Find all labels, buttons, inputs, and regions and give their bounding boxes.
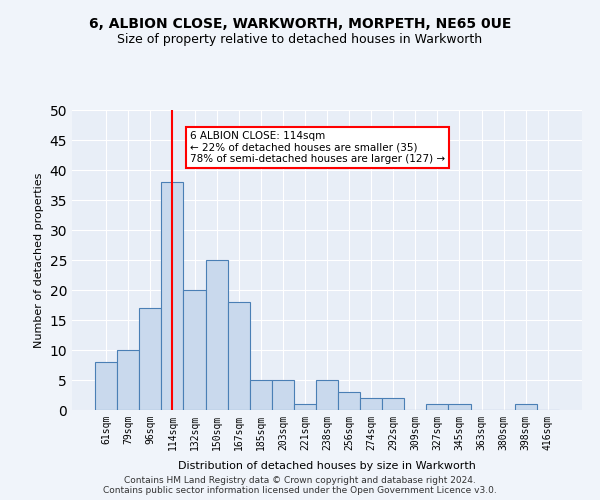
- Bar: [250, 380, 272, 410]
- Bar: [448, 404, 470, 410]
- X-axis label: Distribution of detached houses by size in Warkworth: Distribution of detached houses by size …: [178, 461, 476, 471]
- Bar: [95, 362, 117, 410]
- Bar: [515, 404, 537, 410]
- Bar: [227, 302, 250, 410]
- Bar: [117, 350, 139, 410]
- Text: 6, ALBION CLOSE, WARKWORTH, MORPETH, NE65 0UE: 6, ALBION CLOSE, WARKWORTH, MORPETH, NE6…: [89, 18, 511, 32]
- Bar: [161, 182, 184, 410]
- Bar: [382, 398, 404, 410]
- Bar: [427, 404, 448, 410]
- Bar: [338, 392, 360, 410]
- Bar: [206, 260, 227, 410]
- Text: 6 ALBION CLOSE: 114sqm
← 22% of detached houses are smaller (35)
78% of semi-det: 6 ALBION CLOSE: 114sqm ← 22% of detached…: [190, 131, 445, 164]
- Bar: [272, 380, 294, 410]
- Text: Contains HM Land Registry data © Crown copyright and database right 2024.
Contai: Contains HM Land Registry data © Crown c…: [103, 476, 497, 495]
- Bar: [316, 380, 338, 410]
- Bar: [360, 398, 382, 410]
- Bar: [184, 290, 206, 410]
- Y-axis label: Number of detached properties: Number of detached properties: [34, 172, 44, 348]
- Text: Size of property relative to detached houses in Warkworth: Size of property relative to detached ho…: [118, 32, 482, 46]
- Bar: [294, 404, 316, 410]
- Bar: [139, 308, 161, 410]
